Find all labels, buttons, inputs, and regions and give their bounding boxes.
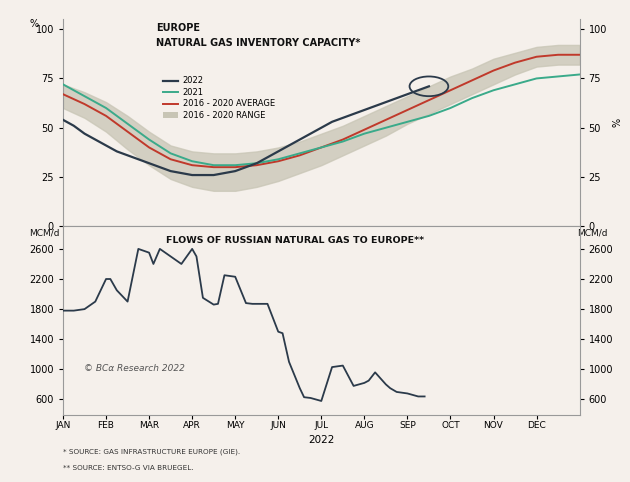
Legend: 2022, 2021, 2016 - 2020 AVERAGE, 2016 - 2020 RANGE: 2022, 2021, 2016 - 2020 AVERAGE, 2016 - … xyxy=(160,73,278,123)
Text: %: % xyxy=(30,19,38,29)
Text: © BCα Research 2022: © BCα Research 2022 xyxy=(84,364,185,373)
Text: * SOURCE: GAS INFRASTRUCTURE EUROPE (GIE).: * SOURCE: GAS INFRASTRUCTURE EUROPE (GIE… xyxy=(63,449,240,455)
Text: MCM/d: MCM/d xyxy=(30,228,60,237)
Text: MCM/d: MCM/d xyxy=(578,228,608,237)
Text: EUROPE
NATURAL GAS INVENTORY CAPACITY*: EUROPE NATURAL GAS INVENTORY CAPACITY* xyxy=(156,24,360,48)
X-axis label: 2022: 2022 xyxy=(308,435,335,444)
Y-axis label: %: % xyxy=(612,118,622,127)
Text: ** SOURCE: ENTSO-G VIA BRUEGEL.: ** SOURCE: ENTSO-G VIA BRUEGEL. xyxy=(63,466,193,471)
Text: FLOWS OF RUSSIAN NATURAL GAS TO EUROPE**: FLOWS OF RUSSIAN NATURAL GAS TO EUROPE** xyxy=(166,236,425,245)
